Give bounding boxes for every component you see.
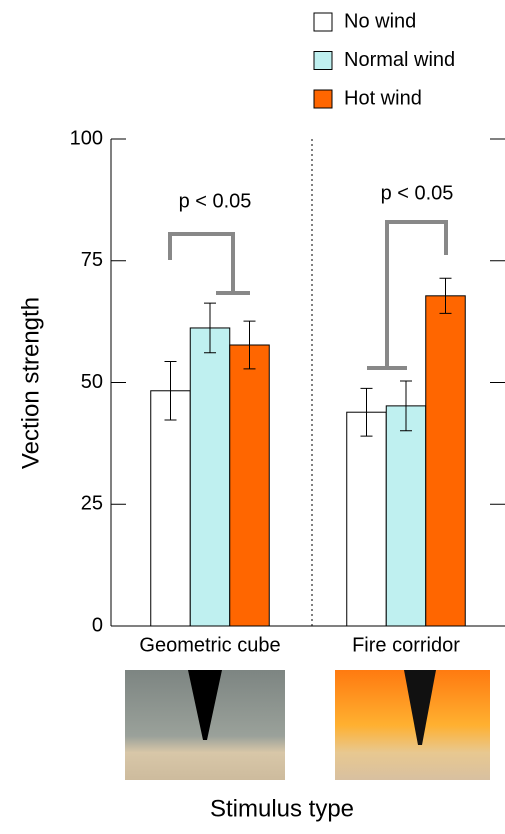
thumbnail — [125, 670, 285, 780]
legend-swatch — [313, 89, 333, 109]
y-axis-label: Vection strength — [17, 297, 44, 469]
annotation: p < 0.05 — [179, 190, 252, 212]
legend-label: Normal wind — [344, 49, 455, 71]
bar — [425, 295, 466, 627]
bar — [150, 390, 191, 627]
error-bar — [400, 380, 412, 432]
y-tick-label: 0 — [92, 614, 103, 636]
thumbnail — [335, 670, 490, 780]
bar — [189, 327, 231, 627]
annotation: p < 0.05 — [381, 182, 454, 204]
error-bar — [164, 361, 177, 421]
error-bar — [243, 320, 256, 370]
y-tick-label: 75 — [81, 249, 103, 271]
bar — [346, 411, 387, 627]
bar — [229, 344, 270, 627]
error-bar — [439, 277, 452, 314]
x-axis-label: Stimulus type — [210, 795, 354, 822]
legend-label: Hot wind — [344, 87, 422, 109]
y-tick-label: 25 — [81, 493, 103, 515]
y-tick-label: 100 — [70, 127, 103, 149]
bar — [385, 405, 427, 627]
error-bar — [204, 302, 216, 354]
y-tick-label: 50 — [81, 371, 103, 393]
legend-swatch — [313, 12, 333, 32]
sig-bracket — [168, 232, 250, 295]
legend-swatch — [313, 51, 333, 70]
x-tick-label: Geometric cube — [139, 634, 280, 656]
legend-label: No wind — [344, 10, 416, 32]
error-bar — [360, 387, 373, 437]
x-tick-label: Fire corridor — [352, 634, 460, 656]
sig-bracket — [367, 220, 448, 370]
